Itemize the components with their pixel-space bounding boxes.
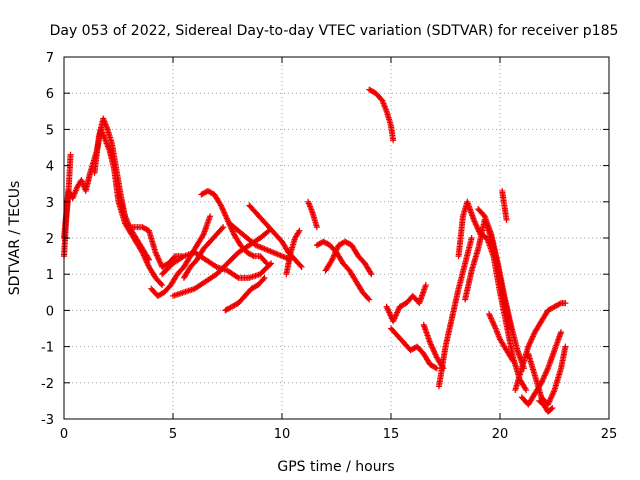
series-arc-11: [226, 220, 294, 263]
series-arc-13: [283, 227, 303, 278]
data-point: [171, 254, 178, 261]
data-point: [390, 137, 397, 144]
y-tick-label: 2: [46, 232, 54, 247]
data-point: [422, 282, 429, 289]
y-tick-label: -1: [41, 341, 54, 356]
series-arc-2: [61, 151, 74, 260]
data-point: [562, 343, 569, 350]
y-tick-label: 6: [46, 87, 54, 102]
data-point: [558, 329, 565, 336]
series-arc-17: [366, 86, 397, 144]
series-arc-3: [91, 115, 153, 263]
series-arc-6: [159, 249, 275, 281]
data-point: [234, 273, 241, 280]
data-point: [368, 271, 375, 278]
chart-title: Day 053 of 2022, Sidereal Day-to-day VTE…: [50, 23, 619, 39]
x-tick-label: 25: [601, 427, 618, 442]
data-point: [432, 364, 439, 371]
data-point: [249, 252, 256, 259]
series-arc-27: [512, 300, 569, 394]
y-tick-label: 0: [46, 304, 54, 319]
series-arc-5: [148, 213, 214, 299]
data-point: [503, 216, 510, 223]
series-arc-9: [180, 224, 227, 281]
y-axis-label: SDTVAR / TECUs: [7, 181, 23, 296]
data-point: [433, 365, 440, 372]
x-tick-label: 15: [383, 427, 400, 442]
series-arc-4: [117, 198, 185, 270]
data-point: [510, 358, 517, 365]
data-point: [207, 213, 214, 220]
series-arc-28: [518, 329, 565, 408]
data-point: [366, 296, 373, 303]
x-tick-label: 0: [60, 427, 68, 442]
series-arc-29: [525, 343, 569, 408]
y-tick-label: 1: [46, 268, 54, 283]
series-arc-18: [383, 282, 429, 325]
data-point: [260, 276, 267, 283]
x-tick-label: 20: [492, 427, 509, 442]
data-point: [262, 259, 269, 266]
series-arc-10: [222, 274, 268, 314]
data-points: [61, 86, 569, 415]
y-tick-label: -2: [41, 377, 54, 392]
data-point: [199, 232, 206, 239]
axis-ticks: 0 5 10 15 20 25 -3 -2 -1 0 1 2 3 4 5 6 7: [41, 51, 617, 442]
data-point: [145, 255, 152, 262]
data-point: [556, 300, 563, 307]
series-arc-30: [536, 397, 556, 415]
data-point: [219, 225, 226, 232]
series-arc-24: [475, 206, 527, 372]
x-axis-label: GPS time / hours: [277, 459, 394, 475]
data-point: [220, 224, 227, 231]
series-arc-19: [388, 325, 440, 372]
series-arc-21: [435, 235, 475, 390]
data-point: [296, 227, 303, 234]
data-point: [313, 224, 320, 231]
data-point: [548, 406, 555, 413]
y-tick-label: 3: [46, 196, 54, 211]
data-point: [365, 295, 372, 302]
data-point: [562, 300, 569, 307]
data-point: [523, 387, 530, 394]
data-point: [298, 263, 305, 270]
data-point: [367, 269, 374, 276]
data-point: [264, 228, 271, 235]
series-arc-25: [486, 311, 517, 365]
data-point: [158, 280, 165, 287]
series-arc-14: [305, 198, 320, 231]
series-arc-16: [322, 238, 375, 278]
data-point: [297, 262, 304, 269]
data-point: [67, 151, 74, 158]
grid: [64, 57, 609, 419]
y-tick-label: 5: [46, 123, 54, 138]
data-point: [549, 405, 556, 412]
data-point: [267, 261, 274, 268]
y-tick-label: 4: [46, 160, 54, 175]
data-point: [263, 260, 270, 267]
data-point: [522, 385, 529, 392]
data-point: [468, 235, 475, 241]
series-arc-12: [246, 202, 305, 270]
data-point: [159, 282, 166, 289]
data-point: [146, 256, 153, 263]
series-arc-26: [499, 187, 510, 223]
x-tick-label: 10: [274, 427, 291, 442]
y-tick-label: -3: [41, 413, 54, 428]
y-tick-label: 7: [46, 51, 54, 66]
data-point: [261, 274, 268, 281]
x-tick-label: 5: [169, 427, 177, 442]
